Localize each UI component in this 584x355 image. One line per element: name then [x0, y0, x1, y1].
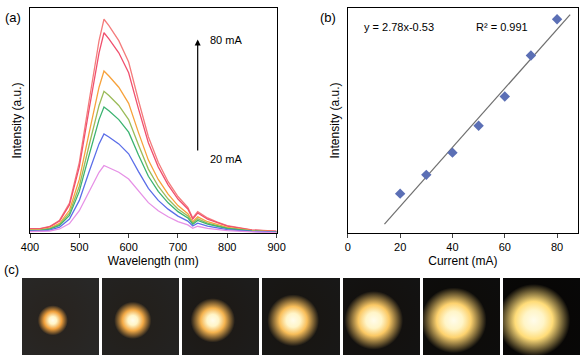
svg-text:20 mA: 20 mA [210, 153, 242, 165]
svg-text:20: 20 [394, 241, 406, 253]
svg-text:60: 60 [499, 241, 511, 253]
svg-text:700: 700 [169, 241, 187, 253]
svg-text:80: 80 [551, 241, 563, 253]
svg-text:Wavelength (nm): Wavelength (nm) [108, 254, 199, 268]
svg-text:400: 400 [21, 241, 39, 253]
svg-text:Intensity (a.u.): Intensity (a.u.) [10, 82, 24, 158]
svg-text:600: 600 [119, 241, 137, 253]
svg-text:Current (mA): Current (mA) [428, 254, 497, 268]
svg-text:(b): (b) [320, 10, 336, 25]
svg-text:40: 40 [446, 241, 458, 253]
svg-text:(a): (a) [5, 10, 21, 25]
html-text:(c): (c) [4, 262, 20, 277]
svg-text:900: 900 [267, 241, 285, 253]
svg-text:500: 500 [70, 241, 88, 253]
svg-text:R² = 0.991: R² = 0.991 [476, 21, 528, 33]
svg-text:y = 2.78x-0.53: y = 2.78x-0.53 [364, 21, 434, 33]
svg-text:800: 800 [218, 241, 236, 253]
svg-text:0: 0 [345, 241, 351, 253]
svg-text:80 mA: 80 mA [210, 34, 242, 46]
svg-text:Intensity (a.u.): Intensity (a.u.) [328, 82, 342, 158]
